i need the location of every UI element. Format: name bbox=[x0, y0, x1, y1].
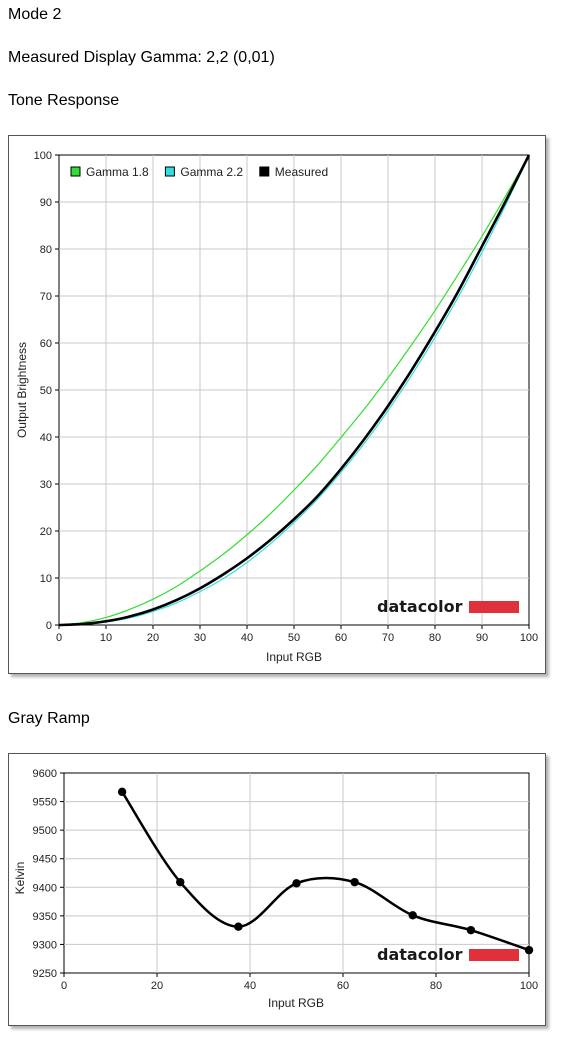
x-tick-label: 50 bbox=[288, 632, 300, 644]
y-tick-label: 9550 bbox=[33, 797, 57, 809]
legend-item: Gamma 1.8 bbox=[70, 165, 149, 179]
kelvin-point bbox=[117, 787, 127, 797]
y-tick-label: 9500 bbox=[33, 825, 57, 837]
y-axis-label: Kelvin bbox=[13, 862, 27, 895]
y-tick-label: 50 bbox=[40, 385, 52, 397]
x-tick-label: 70 bbox=[382, 632, 394, 644]
x-axis-label: Input RGB bbox=[268, 996, 324, 1010]
gamma-readout: Measured Display Gamma: 2,2 (0,01) bbox=[8, 49, 275, 66]
tone-response-panel: 0 10 20 30 40 50 60 70 80 90 100 0 10 20 30 40 50 60 70 80… bbox=[8, 135, 546, 674]
x-tick-label: 90 bbox=[476, 632, 488, 644]
y-tick-label: 60 bbox=[40, 338, 52, 350]
y-tick-label: 90 bbox=[40, 197, 52, 209]
x-axis-label: Input RGB bbox=[266, 650, 322, 664]
x-tick-label: 80 bbox=[430, 980, 442, 992]
x-tick-label: 20 bbox=[147, 632, 159, 644]
kelvin-point bbox=[408, 911, 417, 920]
kelvin-point bbox=[350, 877, 359, 887]
x-tick-label: 20 bbox=[151, 980, 163, 992]
series-line-measured bbox=[58, 154, 531, 627]
x-tick-label: 100 bbox=[520, 980, 538, 992]
legend-swatch bbox=[164, 166, 175, 177]
series-line-gamma-2-2 bbox=[58, 154, 530, 626]
plot-area bbox=[63, 772, 530, 974]
x-tick-label: 40 bbox=[244, 980, 256, 992]
y-tick-label: 30 bbox=[40, 479, 52, 491]
datacolor-logo-text: datacolor bbox=[377, 945, 463, 964]
datacolor-logo-text: datacolor bbox=[377, 597, 463, 616]
series-line-gamma-1-8 bbox=[58, 154, 530, 626]
y-tick-label: 9600 bbox=[33, 768, 57, 780]
legend-label: Gamma 2.2 bbox=[180, 165, 243, 179]
gray-ramp-chart: 9250 9300 9350 9400 9450 9500 9550 9600 0 20 40 60… bbox=[13, 768, 538, 1010]
x-tick-label: 40 bbox=[241, 632, 253, 644]
y-tick-label: 80 bbox=[40, 244, 52, 256]
x-tick-label: 30 bbox=[194, 632, 206, 644]
x-tick-label: 60 bbox=[337, 980, 349, 992]
y-tick-label: 9400 bbox=[33, 882, 57, 894]
datacolor-logo: datacolor bbox=[377, 945, 519, 964]
x-tick-label: 0 bbox=[56, 632, 62, 644]
x-tick-label: 80 bbox=[429, 632, 441, 644]
x-tick-label: 60 bbox=[335, 632, 347, 644]
y-tick-label: 100 bbox=[34, 150, 52, 162]
kelvin-point bbox=[176, 877, 185, 887]
y-tick-label: 70 bbox=[40, 291, 52, 303]
y-tick-label: 0 bbox=[46, 620, 52, 632]
datacolor-logo: datacolor bbox=[377, 597, 519, 616]
y-tick-label: 40 bbox=[40, 432, 52, 444]
tone-response-chart: 0 10 20 30 40 50 60 70 80 90 100 0 10 20 30 40 50 60 70 80… bbox=[15, 150, 538, 664]
legend-label: Measured bbox=[275, 165, 328, 179]
y-tick-label: 10 bbox=[40, 573, 52, 585]
x-tick-label: 10 bbox=[100, 632, 112, 644]
legend-item: Gamma 2.2 bbox=[164, 165, 243, 179]
legend-swatch bbox=[259, 166, 270, 177]
legend-swatch bbox=[70, 166, 81, 177]
y-tick-label: 9300 bbox=[33, 939, 57, 951]
datacolor-logo-bar bbox=[469, 949, 519, 961]
y-axis-label: Output Brightness bbox=[15, 342, 29, 438]
y-tick-label: 9450 bbox=[33, 854, 57, 866]
tone-response-title: Tone Response bbox=[8, 92, 120, 109]
mode-title: Mode 2 bbox=[8, 6, 62, 23]
y-tick-label: 9350 bbox=[33, 911, 57, 923]
datacolor-logo-bar bbox=[469, 601, 519, 613]
legend-item: Measured bbox=[259, 165, 328, 179]
gray-ramp-title: Gray Ramp bbox=[8, 710, 90, 727]
kelvin-point bbox=[234, 922, 243, 931]
y-tick-label: 9250 bbox=[33, 968, 57, 980]
gray-ramp-panel: 9250 9300 9350 9400 9450 9500 9550 9600 0 20 40 60… bbox=[8, 753, 546, 1026]
kelvin-point bbox=[292, 879, 301, 888]
x-tick-label: 0 bbox=[61, 980, 67, 992]
kelvin-point bbox=[466, 925, 476, 935]
y-tick-label: 20 bbox=[40, 526, 52, 538]
x-tick-label: 100 bbox=[520, 632, 538, 644]
kelvin-point bbox=[524, 945, 534, 955]
legend-label: Gamma 1.8 bbox=[86, 165, 149, 179]
